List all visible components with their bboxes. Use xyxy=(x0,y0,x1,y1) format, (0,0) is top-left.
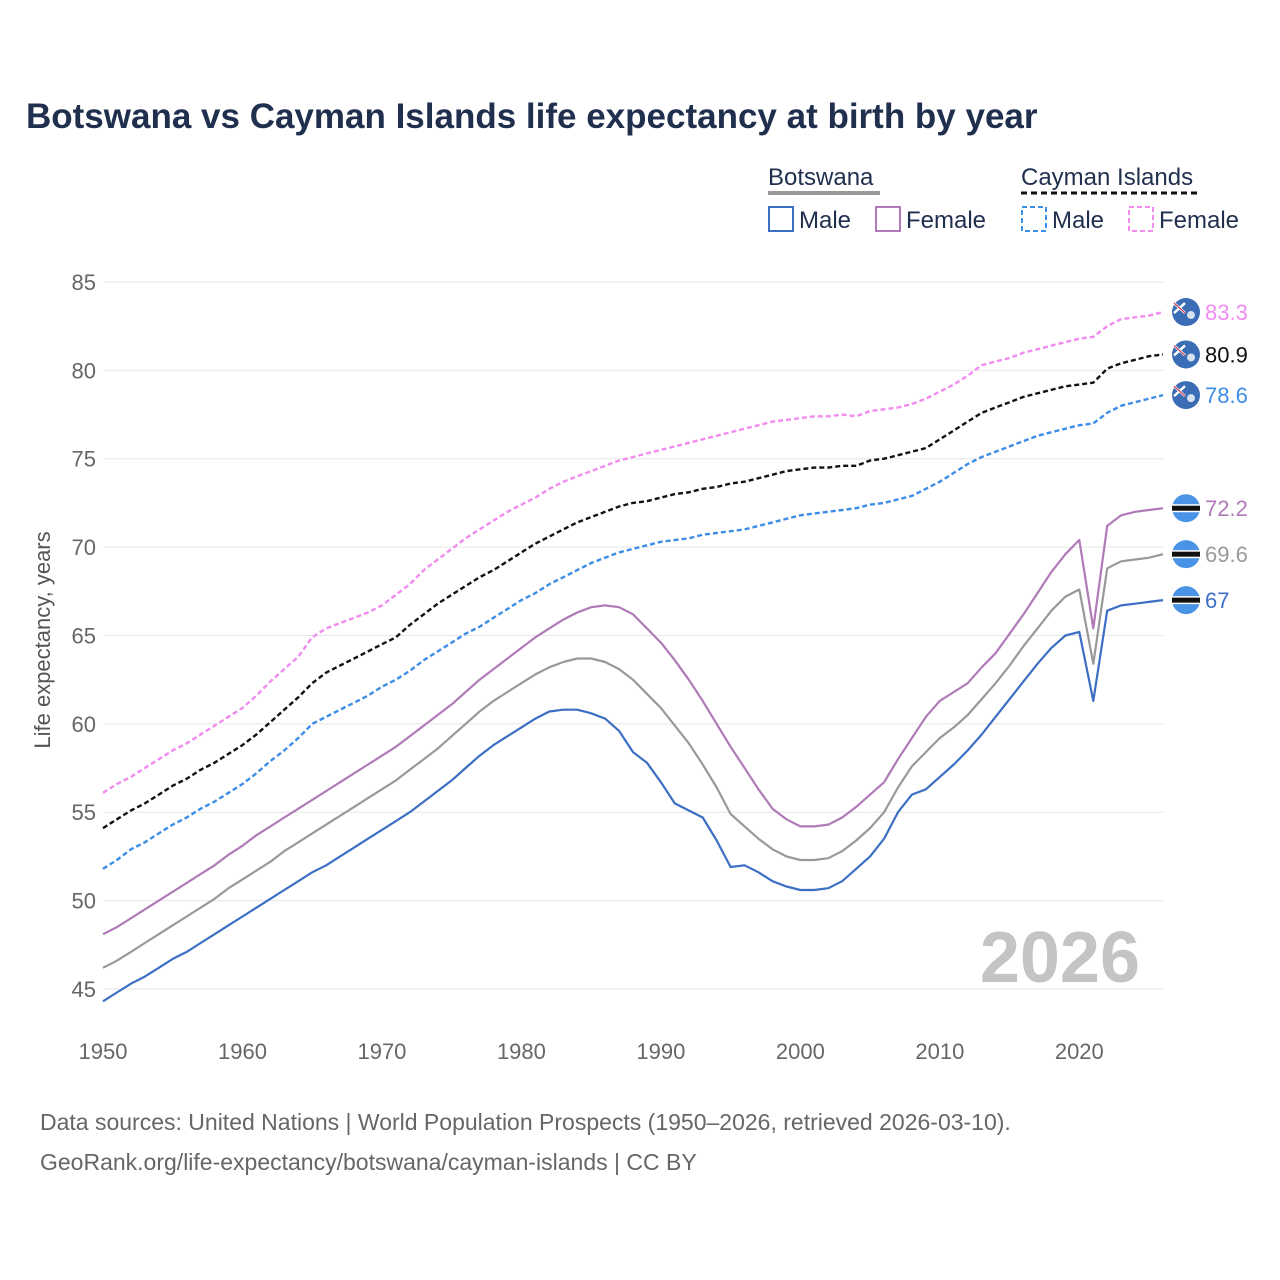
y-tick-label-45: 45 xyxy=(72,977,96,1002)
end-value-label-cayman-islands-male: 78.6 xyxy=(1205,383,1248,408)
series-line-botswana-total xyxy=(102,553,1164,969)
x-tick-label-1960: 1960 xyxy=(218,1039,267,1064)
x-tick-label-1990: 1990 xyxy=(636,1039,685,1064)
x-tick-label-2000: 2000 xyxy=(776,1039,825,1064)
series-line-botswana-male xyxy=(102,599,1164,1003)
flag-circle-cayman-islands-total xyxy=(1172,340,1200,369)
legend: Botswana Cayman Islands Male Female Male… xyxy=(768,164,1239,234)
x-tick-label-2010: 2010 xyxy=(915,1039,964,1064)
chart-title: Botswana vs Cayman Islands life expectan… xyxy=(26,97,1038,136)
flag-black-band-botswana-male xyxy=(1172,597,1200,603)
y-tick-label-55: 55 xyxy=(72,800,96,825)
botswana-flag-icon-botswana-total xyxy=(1172,540,1200,569)
botswana-flag-icon-botswana-female xyxy=(1172,494,1200,523)
legend-label-botswana-female: Female xyxy=(906,207,986,234)
y-axis: 45 50 55 60 65 70 75 80 85 xyxy=(72,270,96,1002)
flag-union-red-cayman-islands-total xyxy=(1173,345,1186,356)
end-value-label-botswana-female: 72.2 xyxy=(1205,496,1248,521)
flag-black-band-botswana-female xyxy=(1172,505,1200,511)
y-tick-label-80: 80 xyxy=(72,358,96,383)
end-value-label-botswana-male: 67 xyxy=(1205,588,1229,613)
series-lines xyxy=(102,310,1164,1003)
y-tick-label-75: 75 xyxy=(72,447,96,472)
flag-circle-cayman-islands-male xyxy=(1172,381,1200,410)
flag-union-red-cayman-islands-female xyxy=(1173,302,1186,314)
legend-label-cayman-male: Male xyxy=(1052,207,1104,234)
cayman-islands-flag-icon-cayman-islands-male xyxy=(1172,381,1200,410)
botswana-flag-icon-botswana-male xyxy=(1172,586,1200,615)
flag-black-band-botswana-total xyxy=(1172,551,1200,557)
x-tick-label-1970: 1970 xyxy=(357,1039,406,1064)
x-tick-label-2020: 2020 xyxy=(1055,1039,1104,1064)
x-tick-label-1980: 1980 xyxy=(497,1039,546,1064)
y-tick-label-60: 60 xyxy=(72,712,96,737)
end-value-label-cayman-islands-female: 83.3 xyxy=(1205,300,1248,325)
series-line-botswana-female xyxy=(102,507,1164,936)
y-axis-label: Life expectancy, years xyxy=(30,531,55,748)
source-line-1: Data sources: United Nations | World Pop… xyxy=(40,1109,1011,1135)
grid xyxy=(103,281,1163,990)
cayman-islands-flag-icon-cayman-islands-total xyxy=(1172,340,1200,369)
flag-crest-cayman-islands-total xyxy=(1187,353,1195,362)
series-line-cayman-islands-male xyxy=(102,393,1164,870)
cayman-islands-flag-icon-cayman-islands-female xyxy=(1172,298,1200,327)
y-tick-label-65: 65 xyxy=(72,623,96,648)
source-line-2: GeoRank.org/life-expectancy/botswana/cay… xyxy=(40,1149,697,1175)
end-value-label-cayman-islands-total: 80.9 xyxy=(1205,342,1248,367)
legend-swatch-botswana-male xyxy=(768,206,794,232)
flag-crest-cayman-islands-female xyxy=(1187,311,1195,320)
flag-crest-cayman-islands-male xyxy=(1187,394,1195,403)
series-line-cayman-islands-total xyxy=(102,353,1164,830)
legend-swatch-botswana-female xyxy=(875,206,901,232)
flag-circle-cayman-islands-female xyxy=(1172,298,1200,327)
legend-group-cayman-islands: Cayman Islands xyxy=(1021,164,1193,191)
y-tick-label-50: 50 xyxy=(72,889,96,914)
legend-swatch-cayman-male xyxy=(1021,206,1047,232)
y-tick-label-70: 70 xyxy=(72,535,96,560)
flag-union-red-cayman-islands-male xyxy=(1173,385,1186,397)
legend-group-botswana: Botswana xyxy=(768,164,874,191)
x-axis: 1950 1960 1970 1980 1990 2000 2010 2020 xyxy=(79,1039,1104,1064)
year-watermark: 2026 xyxy=(980,918,1140,998)
x-tick-label-1950: 1950 xyxy=(79,1039,128,1064)
legend-swatch-cayman-female xyxy=(1128,206,1154,232)
legend-label-cayman-female: Female xyxy=(1159,207,1239,234)
series-line-cayman-islands-female xyxy=(102,310,1164,794)
end-value-label-botswana-total: 69.6 xyxy=(1205,542,1248,567)
legend-label-botswana-male: Male xyxy=(799,207,851,234)
end-markers: 83.3 80.9 78.6 72.2 69.6 67 xyxy=(1172,298,1248,615)
y-tick-label-85: 85 xyxy=(72,270,96,295)
